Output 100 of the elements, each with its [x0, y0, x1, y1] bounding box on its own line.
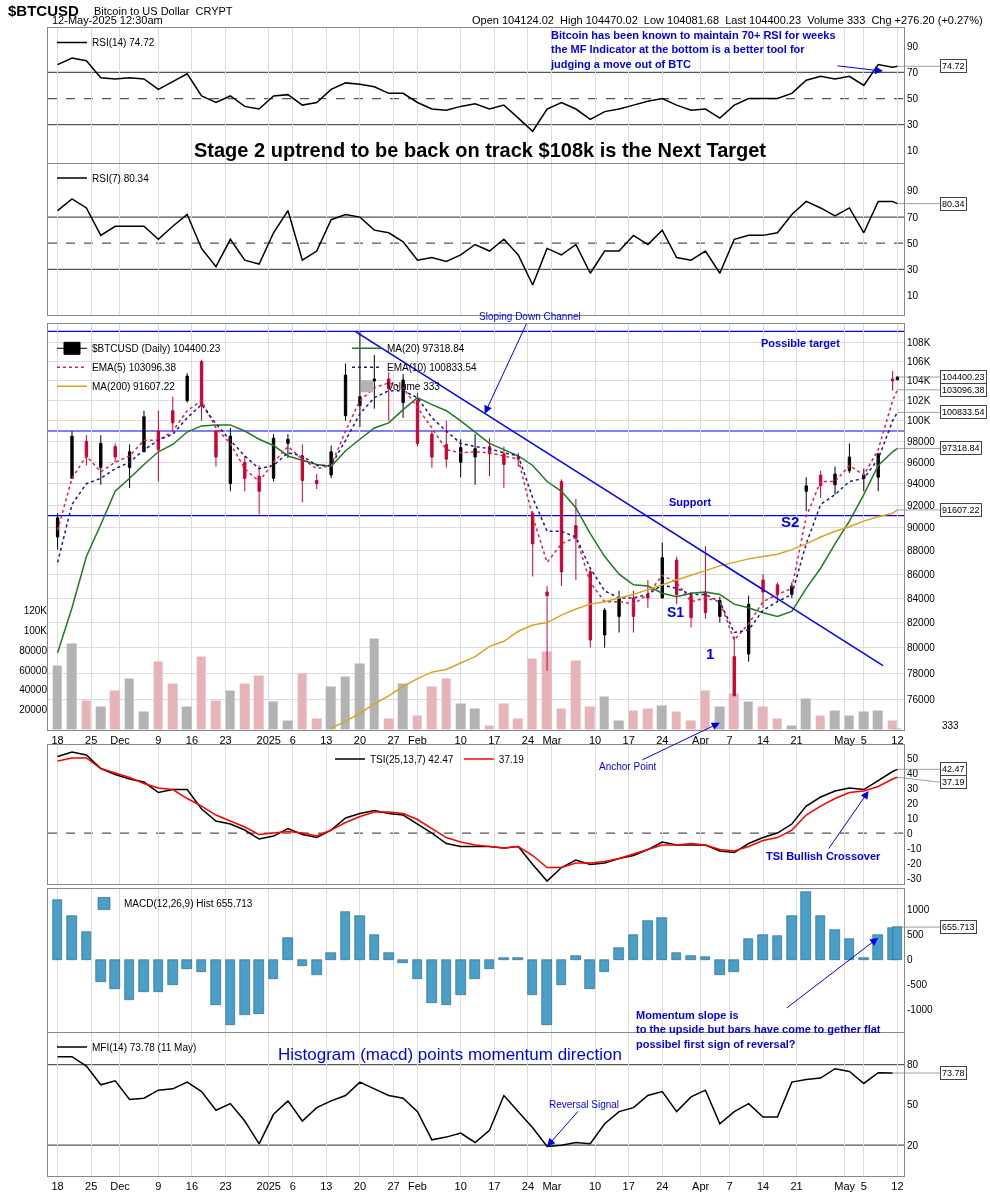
y-tick-label: 70 — [907, 66, 919, 78]
x-tick-label: 17 — [622, 1180, 635, 1193]
y-tick-label: -500 — [907, 979, 928, 991]
x-tick-label: Feb — [408, 733, 427, 746]
annotation: 104400.23 — [942, 372, 985, 382]
x-tick-label: 10 — [588, 1180, 602, 1193]
x-tick-label: 23 — [219, 1180, 232, 1193]
y-tick-label: 0 — [907, 827, 913, 839]
x-tick-label: 14 — [756, 733, 770, 746]
x-tick-label: 6 — [289, 1180, 296, 1193]
x-tick-label: 7 — [726, 1180, 733, 1193]
x-tick-label: 18 — [51, 1180, 64, 1193]
x-tick-label: 24 — [656, 733, 669, 746]
y-tick-label: 100K — [907, 415, 931, 427]
legend-label: $BTCUSD (Daily) 104400.23 — [92, 343, 221, 355]
x-tick-label: 17 — [622, 733, 635, 746]
x-tick-label: 13 — [320, 733, 333, 746]
y-tick-label: 108K — [907, 337, 931, 349]
annotation: 37.19 — [942, 777, 965, 787]
y-tick-label: 92000 — [907, 500, 936, 512]
y2-tick-label: 40000 — [19, 684, 48, 696]
annotation: 97318.84 — [942, 443, 980, 453]
annotation: 80.34 — [942, 199, 965, 209]
y-tick-label: -1000 — [907, 1004, 934, 1016]
x-tick-label: 24 — [656, 1180, 669, 1193]
annotation: 42.47 — [942, 764, 965, 774]
x-tick-label: 12 — [891, 733, 904, 746]
y-tick-label: 30 — [907, 263, 919, 275]
legend-label: MFI(14) 73.78 (11 May) — [92, 1041, 197, 1053]
x-tick-label: 2025 — [256, 1180, 281, 1193]
x-tick-label: Apr — [692, 733, 710, 746]
legend-label: MACD(12,26,9) Hist 655.713 — [124, 898, 253, 910]
y-tick-label: 78000 — [907, 667, 936, 679]
text: 333 — [942, 720, 960, 731]
y-tick-label: -10 — [907, 842, 922, 854]
y-tick-label: 10 — [907, 812, 919, 824]
annotation: 655.713 — [942, 922, 975, 932]
x-tick-label: Dec — [110, 1180, 131, 1193]
y-tick-label: 90 — [907, 185, 919, 197]
x-tick-label: May — [834, 733, 856, 746]
x-tick-label: 17 — [488, 733, 501, 746]
x-tick-label: 2025 — [256, 733, 281, 746]
y-tick-label: 70 — [907, 211, 919, 223]
x-tick-label: 27 — [387, 733, 400, 746]
legend-label: RSI(7) 80.34 — [92, 172, 150, 184]
y-tick-label: 20 — [907, 797, 919, 809]
y-tick-label: 500 — [907, 929, 925, 941]
x-tick-label: Feb — [408, 1180, 427, 1193]
x-tick-label: 20 — [353, 733, 367, 746]
y-tick-label: 10 — [907, 145, 919, 157]
x-tick-label: 5 — [860, 733, 867, 746]
x-tick-label: 18 — [51, 733, 64, 746]
annotation: TSI Bullish Crossover — [766, 850, 882, 862]
annotation: Possible target — [761, 337, 841, 349]
x-tick-label: 6 — [289, 733, 296, 746]
annotation: Histogram (macd) points momentum direction — [278, 1045, 622, 1064]
annotation: Stage 2 uptrend to be back on track $108k is the Next Target — [194, 139, 767, 161]
x-tick-label: 7 — [726, 733, 733, 746]
y-tick-label: 88000 — [907, 545, 936, 557]
y-tick-label: 30 — [907, 119, 919, 131]
chart-subtitle: Bitcoin to US Dollar CRYPT — [94, 5, 233, 17]
legend-label: RSI(14) 74.72 — [92, 37, 155, 49]
text: Open 104124.02 High 104470.02 Low 104081.68 Last 104400.23 Volume 333 Chg +276.20 (+0.27%) — [472, 14, 983, 26]
y-tick-label: 50 — [907, 752, 919, 764]
x-tick-label: 10 — [454, 1180, 467, 1193]
y-tick-label: 96000 — [907, 456, 936, 468]
y2-tick-label: 80000 — [19, 644, 48, 656]
y-tick-label: 50 — [907, 93, 919, 105]
x-tick-label: Mar — [542, 1180, 562, 1193]
legend-label: TSI(25,13,7) 42.47 — [370, 753, 454, 765]
y-tick-label: 102K — [907, 395, 931, 407]
annotation: S2 — [781, 513, 800, 530]
annotation: Sloping Down Channel — [479, 311, 581, 322]
x-tick-label: 25 — [85, 733, 98, 746]
y-tick-label: 94000 — [907, 478, 936, 490]
y-tick-label: 40 — [907, 767, 919, 779]
x-tick-label: 10 — [588, 733, 602, 746]
x-tick-label: 25 — [85, 1180, 98, 1193]
annotation: 103096.38 — [942, 385, 985, 395]
y-tick-label: 82000 — [907, 617, 936, 629]
y-tick-label: 50 — [907, 237, 919, 249]
y-tick-label: 1000 — [907, 904, 930, 916]
x-tick-label: 17 — [488, 1180, 501, 1193]
y-tick-label: -20 — [907, 857, 922, 869]
x-tick-label: 24 — [521, 1180, 535, 1193]
y2-tick-label: 120K — [23, 605, 48, 617]
annotation: Support — [669, 496, 712, 508]
x-tick-label: 20 — [353, 1180, 367, 1193]
y-tick-label: 80 — [907, 1059, 919, 1071]
x-tick-label: 13 — [320, 1180, 333, 1193]
y-tick-label: 90 — [907, 40, 919, 52]
y-tick-label: 10 — [907, 289, 919, 301]
y-tick-label: 80000 — [907, 642, 936, 654]
y-tick-label: 86000 — [907, 568, 936, 580]
y-tick-label: -30 — [907, 872, 922, 884]
x-tick-label: 5 — [860, 1180, 867, 1193]
y2-tick-label: 20000 — [19, 704, 48, 716]
annotation: 100833.54 — [942, 407, 985, 417]
legend-label: MA(200) 91607.22 — [92, 381, 176, 393]
y-tick-label: 20 — [907, 1139, 919, 1151]
